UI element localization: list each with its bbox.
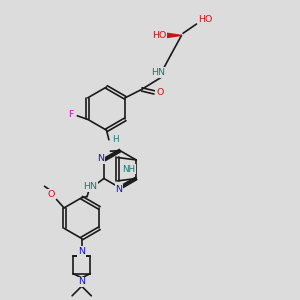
Text: N: N <box>78 278 85 286</box>
Text: HO: HO <box>152 31 166 40</box>
Text: O: O <box>156 88 164 97</box>
Text: HN: HN <box>151 68 165 77</box>
Text: N: N <box>115 184 122 194</box>
Text: N: N <box>98 154 104 163</box>
Text: HN: HN <box>83 182 97 191</box>
Text: NH: NH <box>122 165 136 174</box>
Text: F: F <box>68 110 73 118</box>
Text: O: O <box>48 190 55 199</box>
Text: H: H <box>112 135 119 144</box>
Polygon shape <box>167 33 182 38</box>
Text: N: N <box>78 247 85 256</box>
Text: HO: HO <box>198 15 213 24</box>
